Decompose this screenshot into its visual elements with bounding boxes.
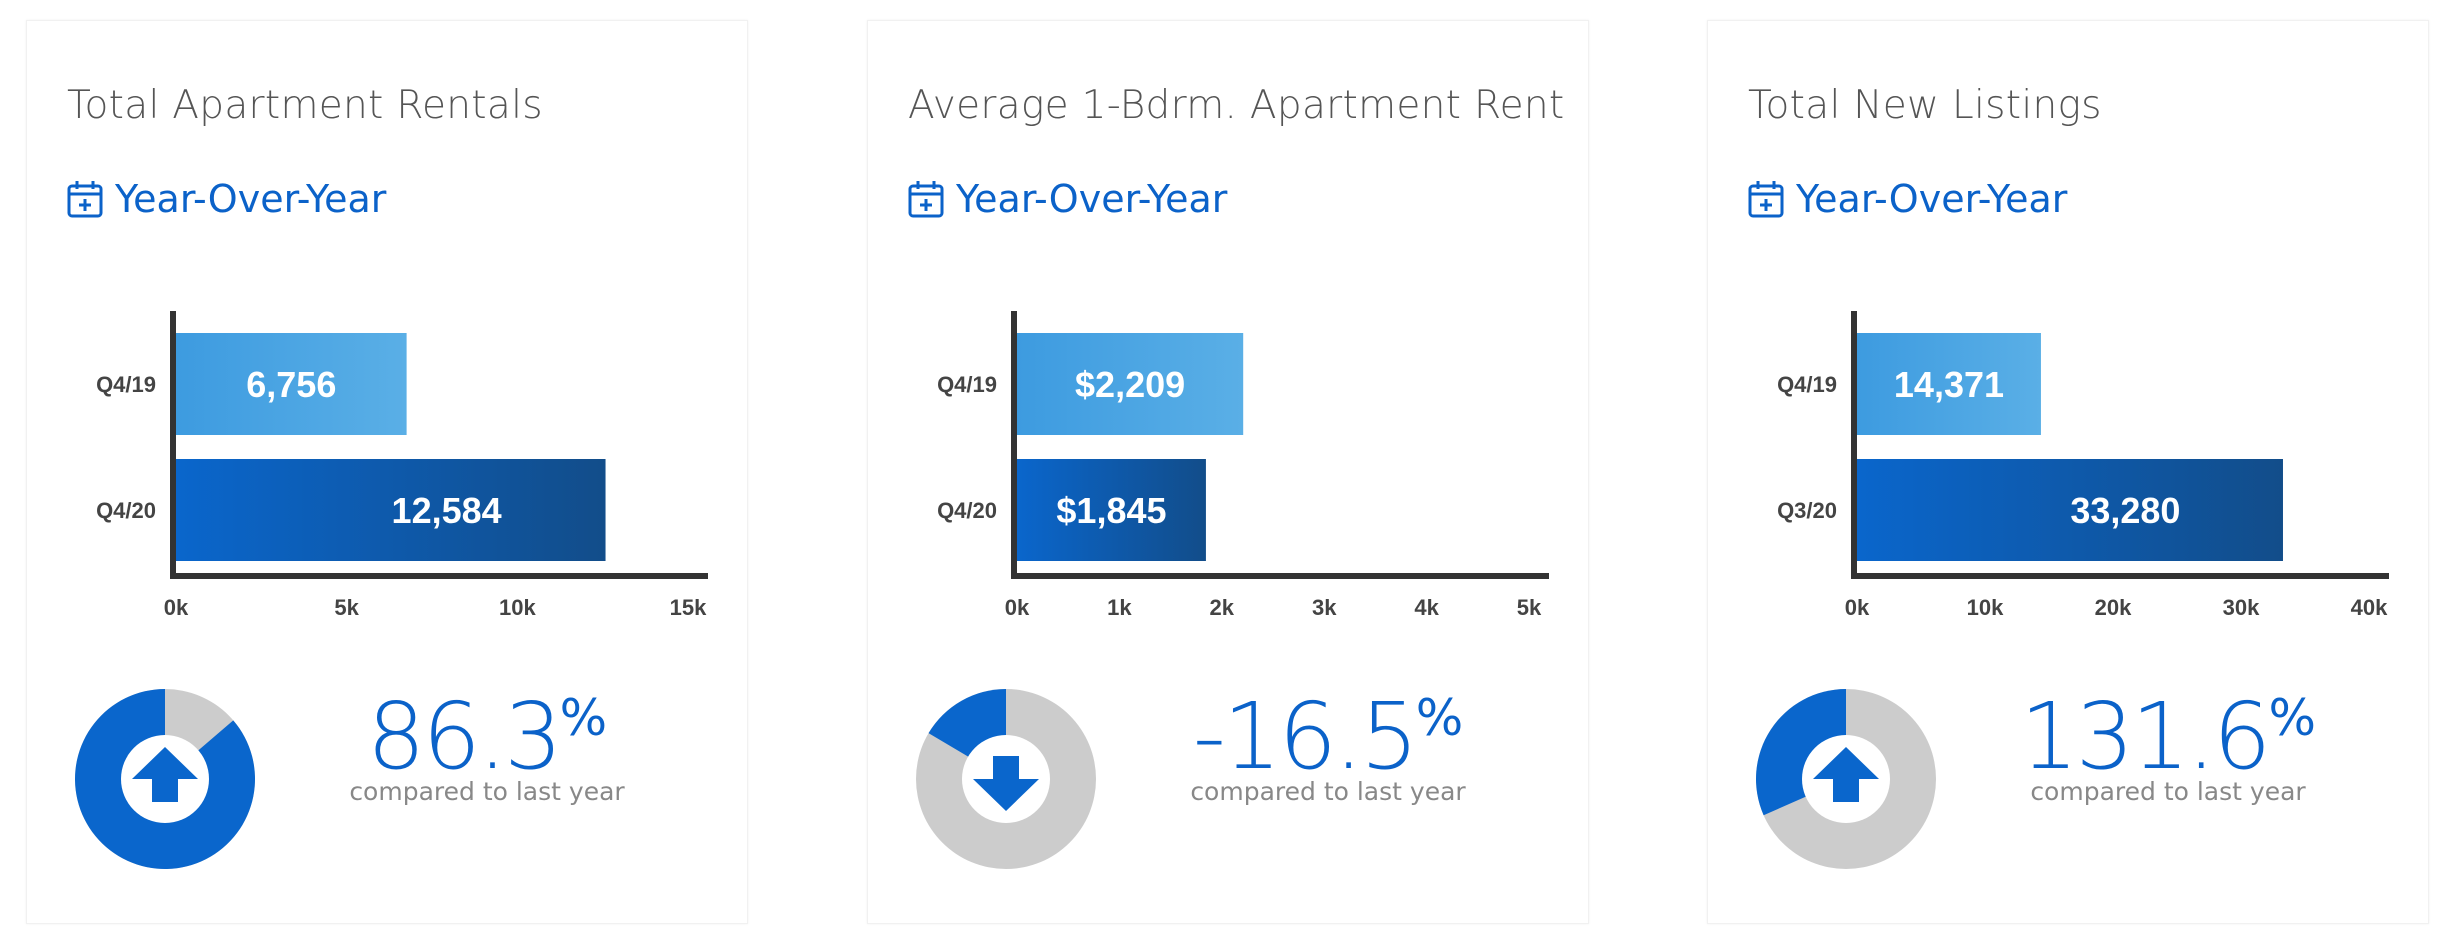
bar-chart: Q4/19 14,371 Q3/20 33,280 0k 10k 20k 30k 40k — [1777, 311, 2389, 620]
change-caption: compared to last year — [2030, 777, 2306, 806]
value-label: 12,584 — [392, 490, 502, 531]
card-total-new-listings: Total New Listings Year-Over-Year Q4/19 1… — [1707, 20, 2429, 924]
value-label: $2,209 — [1075, 364, 1185, 405]
card-title: Total Apartment Rentals — [67, 83, 543, 128]
x-tick-label: 0k — [1845, 595, 1870, 620]
change-summary: 86.3% compared to last year — [27, 671, 747, 901]
bar-q4-19 — [176, 333, 407, 435]
period-label: Year-Over-Year — [1796, 177, 2068, 221]
change-caption: compared to last year — [349, 777, 625, 806]
x-axis-line — [170, 573, 708, 579]
bar-q3-20 — [1857, 459, 2283, 561]
arrow-up-icon — [132, 747, 198, 802]
x-tick-label: 5k — [1517, 595, 1542, 620]
change-donut — [916, 689, 1096, 869]
calendar-plus-icon — [908, 181, 944, 218]
x-axis-line — [1011, 573, 1549, 579]
change-donut — [1756, 689, 1936, 869]
period-label: Year-Over-Year — [956, 177, 1228, 221]
bar-chart: Q4/19 $2,209 Q4/20 $1,845 0k 1k 2k 3k 4k 5k — [937, 311, 1549, 620]
category-label: Q4/20 — [937, 498, 997, 523]
x-tick-label: 5k — [334, 595, 359, 620]
calendar-plus-icon — [67, 181, 103, 218]
category-label: Q4/19 — [96, 372, 156, 397]
x-tick-label: 10k — [499, 595, 536, 620]
change-unit: % — [2268, 689, 2316, 747]
change-percentage: 86.3% compared to last year — [337, 689, 637, 806]
y-axis-line — [1011, 311, 1017, 576]
change-summary: -16.5% compared to last year — [868, 671, 1588, 901]
category-label: Q4/19 — [1777, 372, 1837, 397]
value-label: 6,756 — [246, 364, 336, 405]
card-title: Total New Listings — [1748, 83, 2102, 128]
bar-q4-20 — [1017, 459, 1206, 561]
x-tick-label: 10k — [1967, 595, 2004, 620]
card-average-1-bdrm-rent: Average 1-Bdrm. Apartment Rent Year-Over… — [867, 20, 1589, 924]
change-donut — [75, 689, 255, 869]
change-unit: % — [1415, 689, 1464, 747]
calendar-plus-icon — [1748, 181, 1784, 218]
x-axis-line — [1851, 573, 2389, 579]
x-tick-label: 3k — [1312, 595, 1337, 620]
x-tick-label: 1k — [1107, 595, 1132, 620]
period-label: Year-Over-Year — [115, 177, 387, 221]
period-selector[interactable]: Year-Over-Year — [908, 177, 1227, 221]
value-label: 33,280 — [2070, 490, 2180, 531]
card-title: Average 1-Bdrm. Apartment Rent — [908, 83, 1565, 128]
x-tick-label: 0k — [1005, 595, 1030, 620]
category-label: Q4/20 — [96, 498, 156, 523]
change-caption: compared to last year — [1190, 777, 1466, 806]
bar-q4-19 — [1017, 333, 1244, 435]
arrow-down-icon — [973, 756, 1039, 811]
change-value: 86.3 — [366, 683, 563, 790]
change-percentage: 131.6% compared to last year — [2018, 689, 2318, 806]
change-value: -16.5 — [1192, 683, 1419, 790]
category-label: Q3/20 — [1777, 498, 1837, 523]
x-tick-label: 40k — [2351, 595, 2388, 620]
category-label: Q4/19 — [937, 372, 997, 397]
x-tick-label: 20k — [2095, 595, 2132, 620]
change-summary: 131.6% compared to last year — [1708, 671, 2428, 901]
value-label: $1,845 — [1056, 490, 1166, 531]
y-axis-line — [1851, 311, 1857, 576]
change-unit: % — [559, 689, 608, 747]
bar-q4-19 — [1857, 333, 2041, 435]
x-tick-label: 30k — [2223, 595, 2260, 620]
x-tick-label: 0k — [164, 595, 189, 620]
card-total-apartment-rentals: Total Apartment Rentals Year-Over-Year Q… — [26, 20, 748, 924]
value-label: 14,371 — [1894, 364, 2004, 405]
bar-q4-20 — [176, 459, 606, 561]
x-tick-label: 2k — [1210, 595, 1235, 620]
x-tick-label: 15k — [670, 595, 707, 620]
x-tick-label: 4k — [1414, 595, 1439, 620]
arrow-up-icon — [1813, 747, 1879, 802]
bar-chart: Q4/19 6,756 Q4/20 12,584 0k 5k 10k 15k — [96, 311, 708, 620]
change-value: 131.6 — [2020, 683, 2271, 790]
period-selector[interactable]: Year-Over-Year — [67, 177, 386, 221]
change-percentage: -16.5% compared to last year — [1178, 689, 1478, 806]
period-selector[interactable]: Year-Over-Year — [1748, 177, 2067, 221]
y-axis-line — [170, 311, 176, 576]
